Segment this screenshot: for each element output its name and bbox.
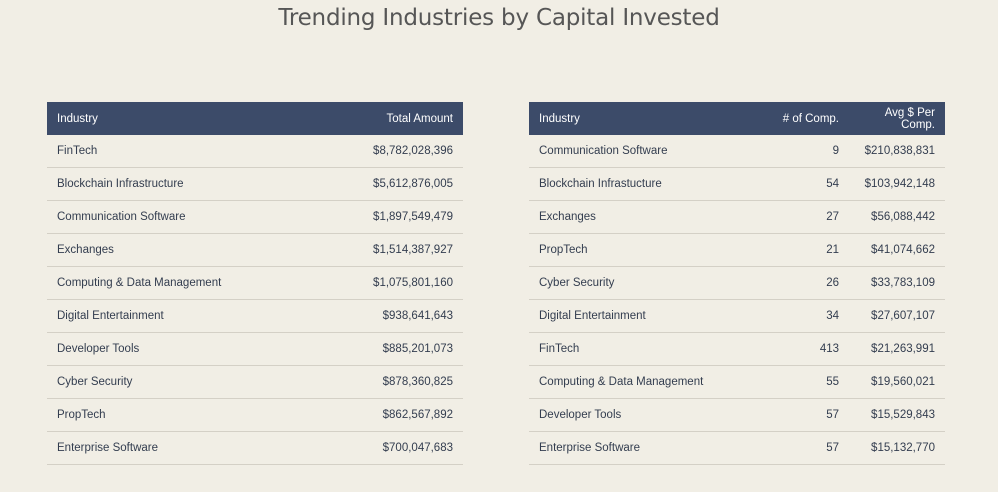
- table-row: Communication Software $1,897,549,479: [47, 200, 463, 234]
- avg-per-company-cell: $41,074,662: [849, 233, 945, 267]
- table-row: Blockchain Infrastructure $5,612,876,005: [47, 167, 463, 201]
- total-amount-cell: $5,612,876,005: [316, 167, 463, 201]
- table-row: PropTech 21 $41,074,662: [529, 233, 945, 267]
- avg-per-company-cell: $210,838,831: [849, 135, 945, 168]
- table-row: Exchanges $1,514,387,927: [47, 233, 463, 267]
- column-header-total-amount: Total Amount: [316, 102, 463, 135]
- industry-cell: Enterprise Software: [47, 431, 317, 465]
- company-count-cell: 55: [749, 365, 849, 399]
- industry-cell: Enterprise Software: [529, 431, 749, 465]
- industry-cell: Developer Tools: [529, 398, 749, 432]
- table-row: Cyber Security $878,360,825: [47, 365, 463, 399]
- industry-cell: Blockchain Infrastucture: [529, 167, 749, 201]
- avg-per-company-cell: $56,088,442: [849, 200, 945, 234]
- column-header-avg-per-company: Avg $ Per Comp.: [849, 102, 945, 135]
- company-count-cell: 26: [749, 266, 849, 300]
- table-header-row: Industry Total Amount: [47, 102, 463, 135]
- total-amount-cell: $1,075,801,160: [316, 266, 463, 300]
- table-row: Communication Software 9 $210,838,831: [529, 135, 945, 168]
- total-amount-cell: $1,897,549,479: [316, 200, 463, 234]
- industry-cell: PropTech: [529, 233, 749, 267]
- avg-per-company-cell: $15,529,843: [849, 398, 945, 432]
- company-count-cell: 9: [749, 135, 849, 168]
- industry-cell: Blockchain Infrastructure: [47, 167, 317, 201]
- column-header-industry: Industry: [529, 102, 749, 135]
- industry-cell: Developer Tools: [47, 332, 317, 366]
- industry-cell: Digital Entertainment: [529, 299, 749, 333]
- industry-cell: PropTech: [47, 398, 317, 432]
- industry-cell: Communication Software: [47, 200, 317, 234]
- company-count-cell: 34: [749, 299, 849, 333]
- avg-per-company-cell: $19,560,021: [849, 365, 945, 399]
- avg-per-company-cell: $21,263,991: [849, 332, 945, 366]
- industry-cell: Computing & Data Management: [529, 365, 749, 399]
- table-row: FinTech $8,782,028,396: [47, 135, 463, 168]
- industry-cell: Digital Entertainment: [47, 299, 317, 333]
- avg-per-company-cell: $103,942,148: [849, 167, 945, 201]
- table-header-row: Industry # of Comp. Avg $ Per Comp.: [529, 102, 945, 135]
- company-count-cell: 54: [749, 167, 849, 201]
- table-row: Digital Entertainment $938,641,643: [47, 299, 463, 333]
- company-count-cell: 27: [749, 200, 849, 234]
- total-amount-cell: $938,641,643: [316, 299, 463, 333]
- company-count-cell: 57: [749, 398, 849, 432]
- industry-cell: FinTech: [47, 135, 317, 168]
- industry-cell: FinTech: [529, 332, 749, 366]
- table-row: Cyber Security 26 $33,783,109: [529, 266, 945, 300]
- total-amount-cell: $8,782,028,396: [316, 135, 463, 168]
- table-row: Blockchain Infrastucture 54 $103,942,148: [529, 167, 945, 201]
- avg-per-company-cell: $15,132,770: [849, 431, 945, 465]
- table-row: PropTech $862,567,892: [47, 398, 463, 432]
- company-count-cell: 21: [749, 233, 849, 267]
- avg-per-company-cell: $27,607,107: [849, 299, 945, 333]
- industry-cell: Cyber Security: [529, 266, 749, 300]
- table-row: Digital Entertainment 34 $27,607,107: [529, 299, 945, 333]
- table-row: Developer Tools $885,201,073: [47, 332, 463, 366]
- table-row: Enterprise Software 57 $15,132,770: [529, 431, 945, 465]
- industry-cell: Exchanges: [529, 200, 749, 234]
- column-header-industry: Industry: [47, 102, 317, 135]
- total-amount-cell: $878,360,825: [316, 365, 463, 399]
- industry-cell: Cyber Security: [47, 365, 317, 399]
- total-amount-cell: $862,567,892: [316, 398, 463, 432]
- total-amount-cell: $885,201,073: [316, 332, 463, 366]
- total-amount-cell: $1,514,387,927: [316, 233, 463, 267]
- avg-per-company-table: Industry # of Comp. Avg $ Per Comp. Comm…: [529, 102, 945, 465]
- industry-cell: Communication Software: [529, 135, 749, 168]
- column-header-company-count: # of Comp.: [749, 102, 849, 135]
- page-title: Trending Industries by Capital Invested: [278, 5, 720, 31]
- company-count-cell: 57: [749, 431, 849, 465]
- total-amount-cell: $700,047,683: [316, 431, 463, 465]
- industry-cell: Computing & Data Management: [47, 266, 317, 300]
- table-row: Computing & Data Management 55 $19,560,021: [529, 365, 945, 399]
- table-row: Computing & Data Management $1,075,801,16…: [47, 266, 463, 300]
- table-row: FinTech 413 $21,263,991: [529, 332, 945, 366]
- capital-by-industry-table: Industry Total Amount FinTech $8,782,028,…: [47, 102, 463, 465]
- table-row: Developer Tools 57 $15,529,843: [529, 398, 945, 432]
- table-row: Exchanges 27 $56,088,442: [529, 200, 945, 234]
- industry-cell: Exchanges: [47, 233, 317, 267]
- company-count-cell: 413: [749, 332, 849, 366]
- avg-per-company-cell: $33,783,109: [849, 266, 945, 300]
- table-row: Enterprise Software $700,047,683: [47, 431, 463, 465]
